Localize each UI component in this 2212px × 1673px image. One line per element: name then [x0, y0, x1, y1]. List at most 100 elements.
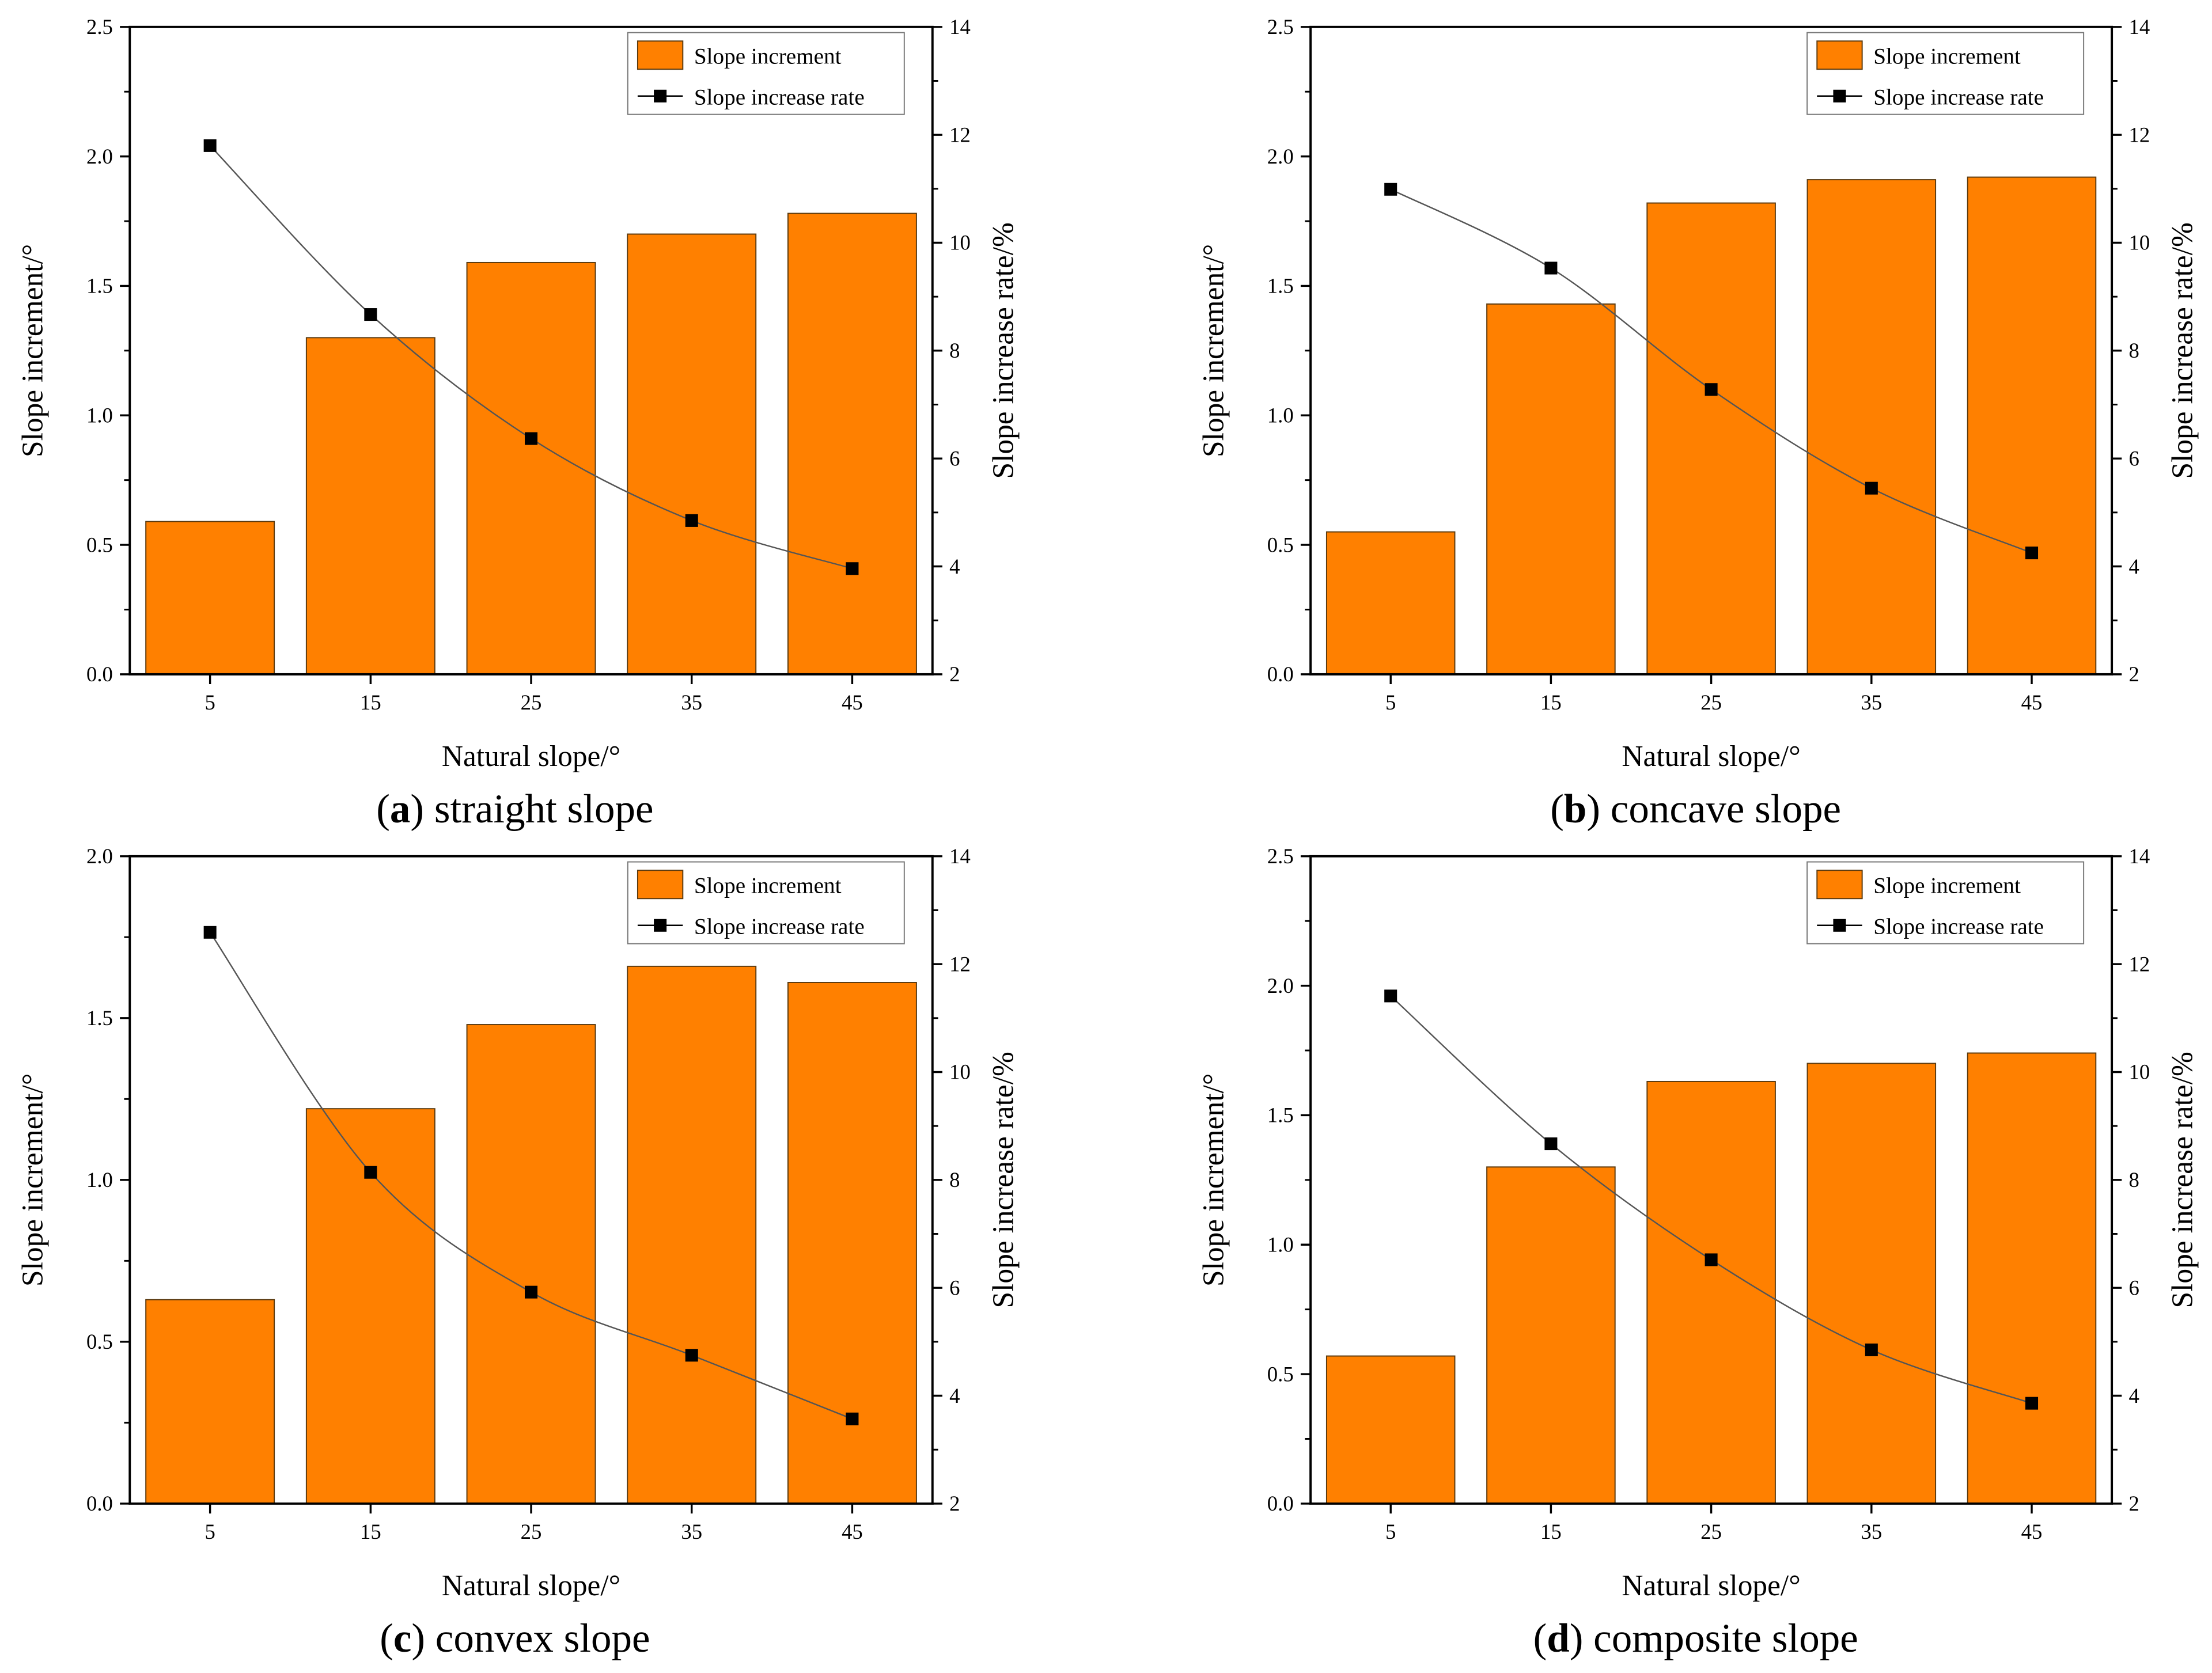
rate-marker-5	[1384, 183, 1397, 196]
rate-marker-5	[1384, 989, 1397, 1003]
y2-tick-label: 6	[2129, 446, 2139, 470]
rate-marker-35	[685, 514, 698, 527]
y2-tick-label: 2	[949, 1492, 960, 1515]
panel-caption: (d) composite slope	[1533, 1616, 1858, 1661]
y2-tick-label: 6	[2129, 1276, 2139, 1299]
y2-tick-label: 12	[949, 123, 971, 146]
x-tick-label: 45	[2021, 691, 2043, 714]
y2-tick-label: 4	[2129, 1384, 2139, 1408]
x-tick-label: 35	[681, 1520, 702, 1543]
y-tick-label: 0.0	[86, 662, 113, 686]
y-axis-title: Slope increment/°	[16, 1073, 49, 1287]
rate-marker-5	[203, 925, 217, 939]
x-tick-label: 5	[1385, 1520, 1396, 1543]
caption-letter: d	[1547, 1616, 1570, 1661]
bar-25	[1646, 1080, 1776, 1504]
x-tick-label: 45	[842, 1520, 863, 1543]
rate-marker-15	[364, 1166, 377, 1179]
y2-axis-title: Slope increase rate/%	[2166, 1052, 2199, 1308]
y-tick-label: 2.5	[86, 15, 113, 39]
y-tick-label: 1.5	[86, 274, 113, 298]
y-tick-label: 1.0	[1267, 403, 1294, 427]
legend-bar-swatch	[1816, 870, 1863, 900]
legend-bar-swatch	[637, 870, 684, 900]
y2-tick-label: 2	[949, 662, 960, 686]
y-tick-label: 2.0	[86, 844, 113, 868]
y-tick-label: 0.5	[86, 533, 113, 556]
rate-line	[209, 145, 853, 570]
rate-marker-15	[1544, 1137, 1558, 1151]
y-axis-title: Slope increment/°	[1197, 1073, 1230, 1287]
rate-marker-25	[1705, 1253, 1718, 1266]
y2-axis-title: Slope increase rate/%	[987, 1052, 1020, 1308]
chart-panel-b: 0.0 0.5 1.0 1.5 2.0 2.5 2 4 6 8 10 12 14 5 15 25 35 45 Nat…	[1197, 15, 2199, 832]
panel-caption: (b) concave slope	[1550, 787, 1841, 832]
bar-5	[145, 521, 275, 675]
chart-panel-a: 0.0 0.5 1.0 1.5 2.0 2.5 2 4 6 8 10 12 14 5 15 25 35 45 Nat…	[16, 15, 1020, 832]
x-tick-label: 25	[1700, 1520, 1722, 1543]
chart-panel-d: 0.0 0.5 1.0 1.5 2.0 2.5 2 4 6 8 10 12 14 5 15 25 35 45 Nat…	[1197, 844, 2199, 1661]
x-tick-label: 15	[360, 691, 381, 714]
y-tick-label: 2.0	[86, 145, 113, 168]
y-axis-title: Slope increment/°	[1197, 244, 1230, 457]
x-axis-title: Natural slope/°	[1622, 740, 1800, 773]
bar-35	[627, 965, 757, 1504]
y-tick-label: 1.5	[1267, 274, 1294, 298]
caption-letter: a	[390, 787, 411, 832]
rate-marker-25	[525, 432, 538, 445]
y2-tick-label: 12	[2129, 952, 2150, 976]
y2-tick-label: 10	[2129, 231, 2150, 255]
legend-label-increment: Slope increment	[694, 873, 842, 898]
rate-marker-25	[525, 1285, 538, 1299]
y2-tick-label: 12	[2129, 123, 2150, 146]
y2-tick-label: 14	[949, 15, 971, 39]
y-tick-label: 1.0	[1267, 1232, 1294, 1256]
legend-marker-swatch	[1833, 919, 1846, 932]
x-tick-label: 35	[1861, 1520, 1882, 1543]
legend-label-rate: Slope increase rate	[1873, 914, 2044, 939]
y2-tick-label: 4	[949, 555, 960, 578]
legend-label-rate: Slope increase rate	[694, 914, 865, 939]
x-tick-label: 15	[1540, 1520, 1562, 1543]
x-tick-label: 45	[2021, 1520, 2043, 1543]
y-tick-label: 0.0	[86, 1492, 113, 1515]
y2-tick-label: 10	[949, 231, 971, 255]
legend: Slope increment Slope increase rate	[627, 32, 905, 115]
x-tick-label: 5	[204, 1520, 215, 1543]
x-axis-title: Natural slope/°	[442, 740, 620, 773]
y2-tick-label: 4	[2129, 555, 2139, 578]
y-tick-label: 2.5	[1267, 844, 1294, 868]
x-tick-label: 15	[360, 1520, 381, 1543]
rate-marker-15	[1544, 261, 1558, 275]
y2-tick-label: 8	[2129, 339, 2139, 362]
y2-tick-label: 6	[949, 446, 960, 470]
x-tick-label: 35	[1861, 691, 1882, 714]
y-tick-label: 2.0	[1267, 974, 1294, 997]
legend-label-increment: Slope increment	[1873, 44, 2021, 69]
rate-marker-15	[364, 308, 377, 321]
y-tick-label: 1.5	[1267, 1103, 1294, 1127]
x-tick-label: 35	[681, 691, 702, 714]
y-tick-label: 1.5	[86, 1006, 113, 1030]
x-tick-label: 5	[1385, 691, 1396, 714]
y2-tick-label: 14	[949, 844, 971, 868]
bar-45	[1967, 176, 2097, 675]
y2-tick-label: 2	[2129, 662, 2139, 686]
caption-letter: c	[393, 1616, 412, 1661]
y-tick-label: 1.0	[86, 403, 113, 427]
y2-tick-label: 14	[2129, 844, 2150, 868]
y2-axis-title: Slope increase rate/%	[987, 222, 1020, 479]
bar-5	[1325, 1355, 1456, 1504]
y-tick-label: 2.0	[1267, 145, 1294, 168]
x-axis-title: Natural slope/°	[1622, 1569, 1800, 1602]
chart-panel-c: 0.0 0.5 1.0 1.5 2.0 2 4 6 8 10 12 14 5 15 25 35 45 Natura…	[16, 844, 1020, 1661]
legend-label-rate: Slope increase rate	[694, 85, 865, 109]
legend: Slope increment Slope increase rate	[627, 861, 905, 944]
bar-25	[1646, 202, 1776, 675]
y2-tick-label: 4	[949, 1384, 960, 1408]
bar-15	[1486, 1166, 1616, 1504]
rate-marker-45	[2025, 1397, 2039, 1410]
rate-marker-25	[1705, 383, 1718, 396]
bar-25	[466, 261, 596, 675]
